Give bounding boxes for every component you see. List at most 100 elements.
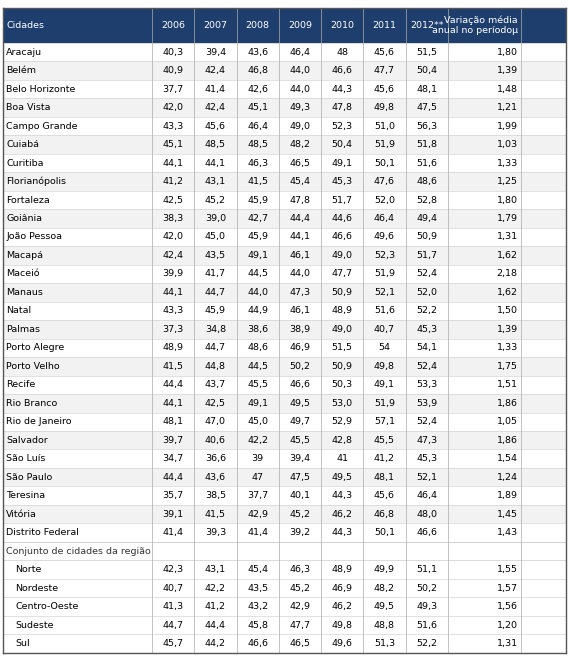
Text: 1,31: 1,31: [497, 639, 518, 648]
Text: 48,0: 48,0: [417, 510, 437, 519]
Text: 44,4: 44,4: [163, 473, 184, 482]
Text: 41,2: 41,2: [163, 177, 184, 186]
Text: 52,4: 52,4: [417, 417, 437, 426]
Text: 52,8: 52,8: [417, 195, 437, 205]
Text: Porto Velho: Porto Velho: [6, 362, 60, 371]
Text: 42,5: 42,5: [205, 399, 226, 408]
Text: 51,9: 51,9: [374, 399, 395, 408]
Text: 47,8: 47,8: [290, 195, 311, 205]
Text: 51,5: 51,5: [332, 343, 353, 352]
Text: 42,3: 42,3: [163, 565, 184, 574]
Text: 45,4: 45,4: [290, 177, 311, 186]
Text: 54,1: 54,1: [417, 343, 437, 352]
Text: 35,7: 35,7: [163, 491, 184, 500]
Bar: [3, 413, 566, 431]
Text: 38,6: 38,6: [247, 325, 269, 334]
Text: Boa Vista: Boa Vista: [6, 103, 51, 112]
Text: 45,1: 45,1: [248, 103, 268, 112]
Text: 44,1: 44,1: [163, 288, 184, 297]
Text: 37,7: 37,7: [163, 85, 184, 94]
Text: 1,80: 1,80: [497, 48, 518, 56]
Text: 51,6: 51,6: [374, 306, 395, 316]
Text: 48: 48: [336, 48, 348, 56]
Text: 48,6: 48,6: [248, 343, 268, 352]
Text: 1,45: 1,45: [497, 510, 518, 519]
Text: 52,4: 52,4: [417, 362, 437, 371]
Text: 46,9: 46,9: [332, 584, 353, 592]
Text: 47,7: 47,7: [332, 270, 353, 278]
Text: 42,2: 42,2: [205, 584, 226, 592]
Text: 49,1: 49,1: [374, 380, 395, 389]
Text: 46,8: 46,8: [374, 510, 395, 519]
Text: 48,1: 48,1: [374, 473, 395, 482]
Text: 1,57: 1,57: [497, 584, 518, 592]
Text: 45,5: 45,5: [374, 436, 395, 445]
Text: 51,7: 51,7: [417, 251, 437, 260]
Text: 39,4: 39,4: [205, 48, 226, 56]
Bar: [3, 173, 566, 191]
Text: 39,7: 39,7: [163, 436, 184, 445]
Text: 48,5: 48,5: [248, 140, 268, 149]
Bar: [3, 265, 566, 283]
Text: 43,3: 43,3: [163, 306, 184, 316]
Text: Rio Branco: Rio Branco: [6, 399, 57, 408]
Text: 44,7: 44,7: [205, 288, 226, 297]
Text: 45,6: 45,6: [374, 48, 395, 56]
Text: 49,5: 49,5: [332, 473, 353, 482]
Text: 47,6: 47,6: [374, 177, 395, 186]
Text: 46,2: 46,2: [332, 510, 353, 519]
Text: Goiânia: Goiânia: [6, 214, 42, 223]
Text: 44,1: 44,1: [163, 399, 184, 408]
Text: 1,39: 1,39: [497, 66, 518, 75]
Text: 1,20: 1,20: [497, 621, 518, 630]
Bar: [3, 598, 566, 616]
Text: 51,8: 51,8: [417, 140, 437, 149]
Text: 43,5: 43,5: [247, 584, 269, 592]
Text: 48,1: 48,1: [417, 85, 437, 94]
Text: 44,0: 44,0: [290, 85, 311, 94]
Text: 39,9: 39,9: [163, 270, 184, 278]
Text: 46,4: 46,4: [248, 121, 268, 131]
Text: 49,6: 49,6: [374, 232, 395, 241]
Text: 40,7: 40,7: [163, 584, 184, 592]
Text: 57,1: 57,1: [374, 417, 395, 426]
Text: 49,9: 49,9: [374, 565, 395, 574]
Text: 44,0: 44,0: [290, 270, 311, 278]
Text: 53,9: 53,9: [416, 399, 438, 408]
Text: 52,3: 52,3: [374, 251, 395, 260]
Text: 50,4: 50,4: [417, 66, 437, 75]
Text: 53,0: 53,0: [332, 399, 353, 408]
Bar: [3, 449, 566, 468]
Text: 45,9: 45,9: [248, 195, 268, 205]
Text: 50,1: 50,1: [374, 159, 395, 167]
Text: 44,7: 44,7: [163, 621, 184, 630]
Text: Aracaju: Aracaju: [6, 48, 42, 56]
Text: 42,4: 42,4: [205, 66, 226, 75]
Text: 49,0: 49,0: [332, 251, 353, 260]
Bar: [3, 246, 566, 265]
Text: 39,2: 39,2: [290, 528, 311, 537]
Text: Palmas: Palmas: [6, 325, 40, 334]
Text: 41,5: 41,5: [205, 510, 226, 519]
Text: 41: 41: [336, 454, 348, 463]
Bar: [3, 320, 566, 338]
Text: 39,0: 39,0: [205, 214, 226, 223]
Text: 44,1: 44,1: [205, 159, 226, 167]
Text: 48,9: 48,9: [332, 306, 353, 316]
Text: 52,3: 52,3: [332, 121, 353, 131]
Text: 52,1: 52,1: [417, 473, 437, 482]
Text: 48,5: 48,5: [205, 140, 226, 149]
Text: Norte: Norte: [15, 565, 42, 574]
Text: Porto Alegre: Porto Alegre: [6, 343, 64, 352]
Text: Centro-Oeste: Centro-Oeste: [15, 602, 79, 611]
Bar: [3, 154, 566, 173]
Bar: [3, 616, 566, 634]
Text: 41,2: 41,2: [374, 454, 395, 463]
Text: 40,9: 40,9: [163, 66, 184, 75]
Text: 46,4: 46,4: [374, 214, 395, 223]
Text: 49,1: 49,1: [248, 251, 268, 260]
Text: 44,3: 44,3: [332, 528, 353, 537]
Text: São Luís: São Luís: [6, 454, 46, 463]
Bar: [3, 357, 566, 376]
Text: 36,6: 36,6: [205, 454, 226, 463]
